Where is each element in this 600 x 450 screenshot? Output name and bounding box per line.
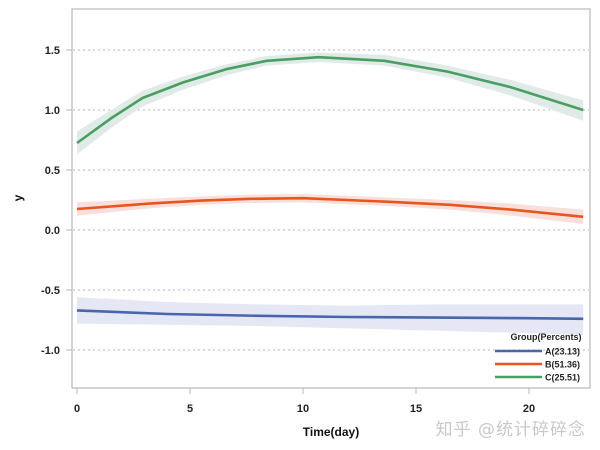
confidence-band xyxy=(77,52,584,155)
x-axis: 0 5 10 15 20 xyxy=(74,388,535,415)
y-tick-label: 0.5 xyxy=(45,165,60,177)
legend-title: Group(Percents) xyxy=(510,332,581,342)
x-axis-title: Time(day) xyxy=(303,425,359,439)
x-tick-label: 10 xyxy=(297,403,309,415)
legend-label: A(23.13) xyxy=(545,347,580,357)
x-tick-label: 0 xyxy=(74,403,80,415)
series-line xyxy=(76,309,584,321)
legend-label: C(25.51) xyxy=(545,373,580,383)
x-tick-label: 5 xyxy=(187,403,193,415)
y-tick-label: -0.5 xyxy=(41,285,60,297)
x-tick-label: 20 xyxy=(523,403,535,415)
y-axis-title: y xyxy=(11,194,25,201)
watermark: 知乎 @统计碎碎念 xyxy=(435,420,586,440)
legend-label: B(51.36) xyxy=(545,360,580,370)
y-axis: -1.0 -0.5 0.0 0.5 1.0 1.5 xyxy=(41,45,72,357)
legend: Group(Percents) A(23.13) B(51.36) C(25.51) xyxy=(495,332,582,383)
series-line xyxy=(76,55,584,145)
y-tick-label: 0.0 xyxy=(45,225,60,237)
x-tick-label: 15 xyxy=(410,403,422,415)
series-line xyxy=(76,196,584,219)
series-lines xyxy=(76,55,584,321)
y-tick-label: -1.0 xyxy=(41,345,60,357)
y-tick-label: 1.5 xyxy=(45,45,60,57)
y-tick-label: 1.0 xyxy=(45,105,60,117)
